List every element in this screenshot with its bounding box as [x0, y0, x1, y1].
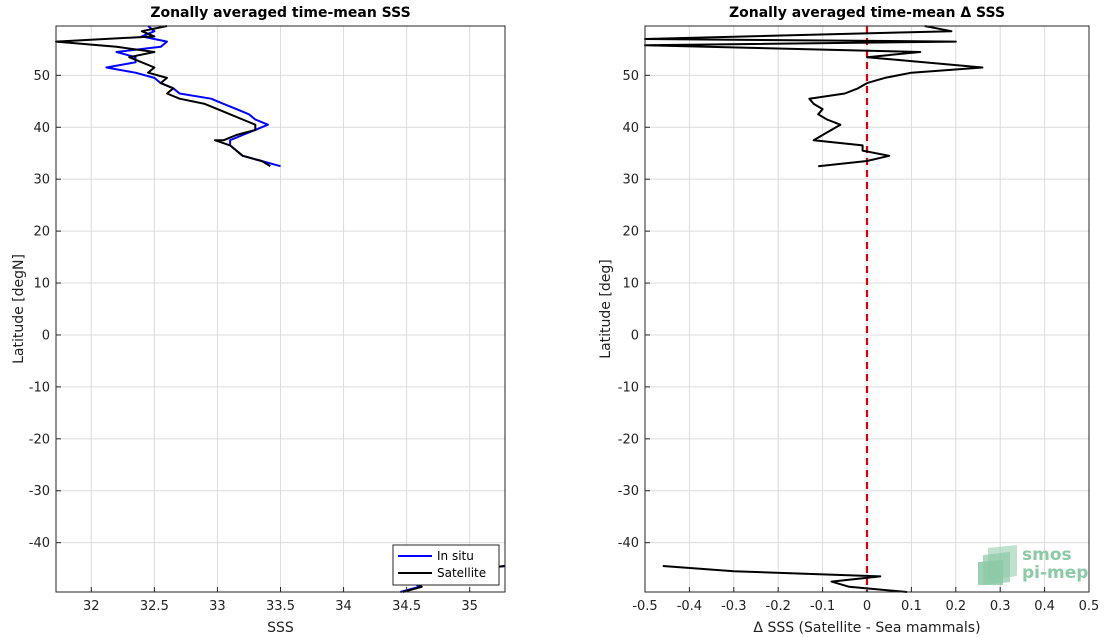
sss-panel: 32 32.5 33 33.5 34 34.5 35 -40 -30 -20 -10 0 10 20 30… — [11, 5, 506, 636]
sss-x-tick-label: 33 — [209, 599, 226, 614]
delta-y-tick-label: 10 — [622, 277, 639, 292]
delta-x-tick-label: -0.1 — [810, 599, 835, 614]
sss-x-axis-label: SSS — [267, 620, 294, 636]
delta-x-ticks: -0.5 -0.4 -0.3 -0.2 -0.1 0 0.1 0.2 0.3 0.4 0.5 — [632, 587, 1099, 614]
delta-x-tick-label: -0.2 — [766, 599, 791, 614]
delta-y-tick-label: 20 — [622, 225, 639, 240]
delta-x-tick-label: 0.4 — [1034, 599, 1055, 614]
sss-y-tick-label: 40 — [33, 121, 50, 136]
delta-x-tick-label: 0.2 — [945, 599, 966, 614]
sss-x-tick-label: 35 — [461, 599, 478, 614]
delta-sss-panel: -0.5 -0.4 -0.3 -0.2 -0.1 0 0.1 0.2 0.3 0.4 0.5 -40… — [598, 5, 1099, 636]
delta-x-axis-label: Δ SSS (Satellite - Sea mammals) — [753, 620, 980, 636]
sss-y-tick-label: 10 — [33, 277, 50, 292]
sss-y-tick-label: -10 — [29, 380, 50, 395]
delta-x-tick-label: -0.5 — [632, 599, 657, 614]
logo-text-pimep: pi-mep — [1022, 563, 1088, 583]
delta-y-tick-label: -10 — [618, 380, 639, 395]
smos-pimep-logo: smos pi-mep — [978, 545, 1088, 585]
delta-y-tick-label: 30 — [622, 173, 639, 188]
sss-y-tick-label: -40 — [29, 536, 50, 551]
legend-label-satellite: Satellite — [437, 566, 486, 580]
sss-y-ticks: -40 -30 -20 -10 0 10 20 30 40 50 — [29, 69, 61, 551]
delta-series-segment-0 — [644, 25, 984, 168]
sss-y-tick-label: 50 — [33, 69, 50, 84]
sss-y-axis-label: Latitude [degN] — [11, 254, 27, 364]
delta-y-tick-label: 50 — [622, 69, 639, 84]
delta-chart-title: Zonally averaged time-mean Δ SSS — [729, 5, 1005, 21]
delta-y-tick-label: -30 — [618, 484, 639, 499]
delta-x-tick-label: 0 — [863, 599, 871, 614]
sss-gridlines — [56, 26, 505, 592]
sss-series-in-situ — [105, 25, 281, 168]
delta-y-tick-label: -20 — [618, 432, 639, 447]
delta-x-tick-label: 0.1 — [901, 599, 922, 614]
sss-x-tick-label: 32.5 — [140, 599, 169, 614]
delta-y-tick-label: -40 — [618, 536, 639, 551]
delta-x-tick-label: -0.4 — [677, 599, 702, 614]
sss-x-tick-label: 33.5 — [266, 599, 295, 614]
sss-y-tick-label: 30 — [33, 173, 50, 188]
sss-x-ticks: 32 32.5 33 33.5 34 34.5 35 — [83, 587, 478, 614]
sss-y-tick-label: 20 — [33, 225, 50, 240]
legend: In situ Satellite — [392, 544, 500, 586]
logo-text-smos: smos — [1022, 545, 1072, 565]
delta-series — [644, 25, 984, 593]
delta-x-tick-label: -0.3 — [721, 599, 746, 614]
delta-y-axis-label: Latitude [deg] — [598, 259, 614, 358]
delta-y-tick-label: 0 — [631, 328, 639, 343]
delta-series-segment-1 — [662, 565, 908, 593]
sss-y-tick-label: 0 — [42, 328, 50, 343]
delta-y-ticks: -40 -30 -20 -10 0 10 20 30 40 50 — [618, 69, 650, 551]
legend-box — [392, 544, 500, 586]
delta-x-tick-label: 0.3 — [990, 599, 1011, 614]
sss-series-satellite — [55, 25, 271, 168]
sss-x-tick-label: 34.5 — [392, 599, 421, 614]
delta-x-tick-label: 0.5 — [1079, 599, 1100, 614]
legend-label-in-situ: In situ — [437, 549, 474, 563]
delta-y-tick-label: 40 — [622, 121, 639, 136]
sss-y-tick-label: -30 — [29, 484, 50, 499]
sss-chart-title: Zonally averaged time-mean SSS — [150, 5, 410, 21]
logo-mark-icon — [978, 545, 1017, 585]
sss-x-tick-label: 32 — [83, 599, 100, 614]
sss-x-tick-label: 34 — [335, 599, 352, 614]
sss-y-tick-label: -20 — [29, 432, 50, 447]
